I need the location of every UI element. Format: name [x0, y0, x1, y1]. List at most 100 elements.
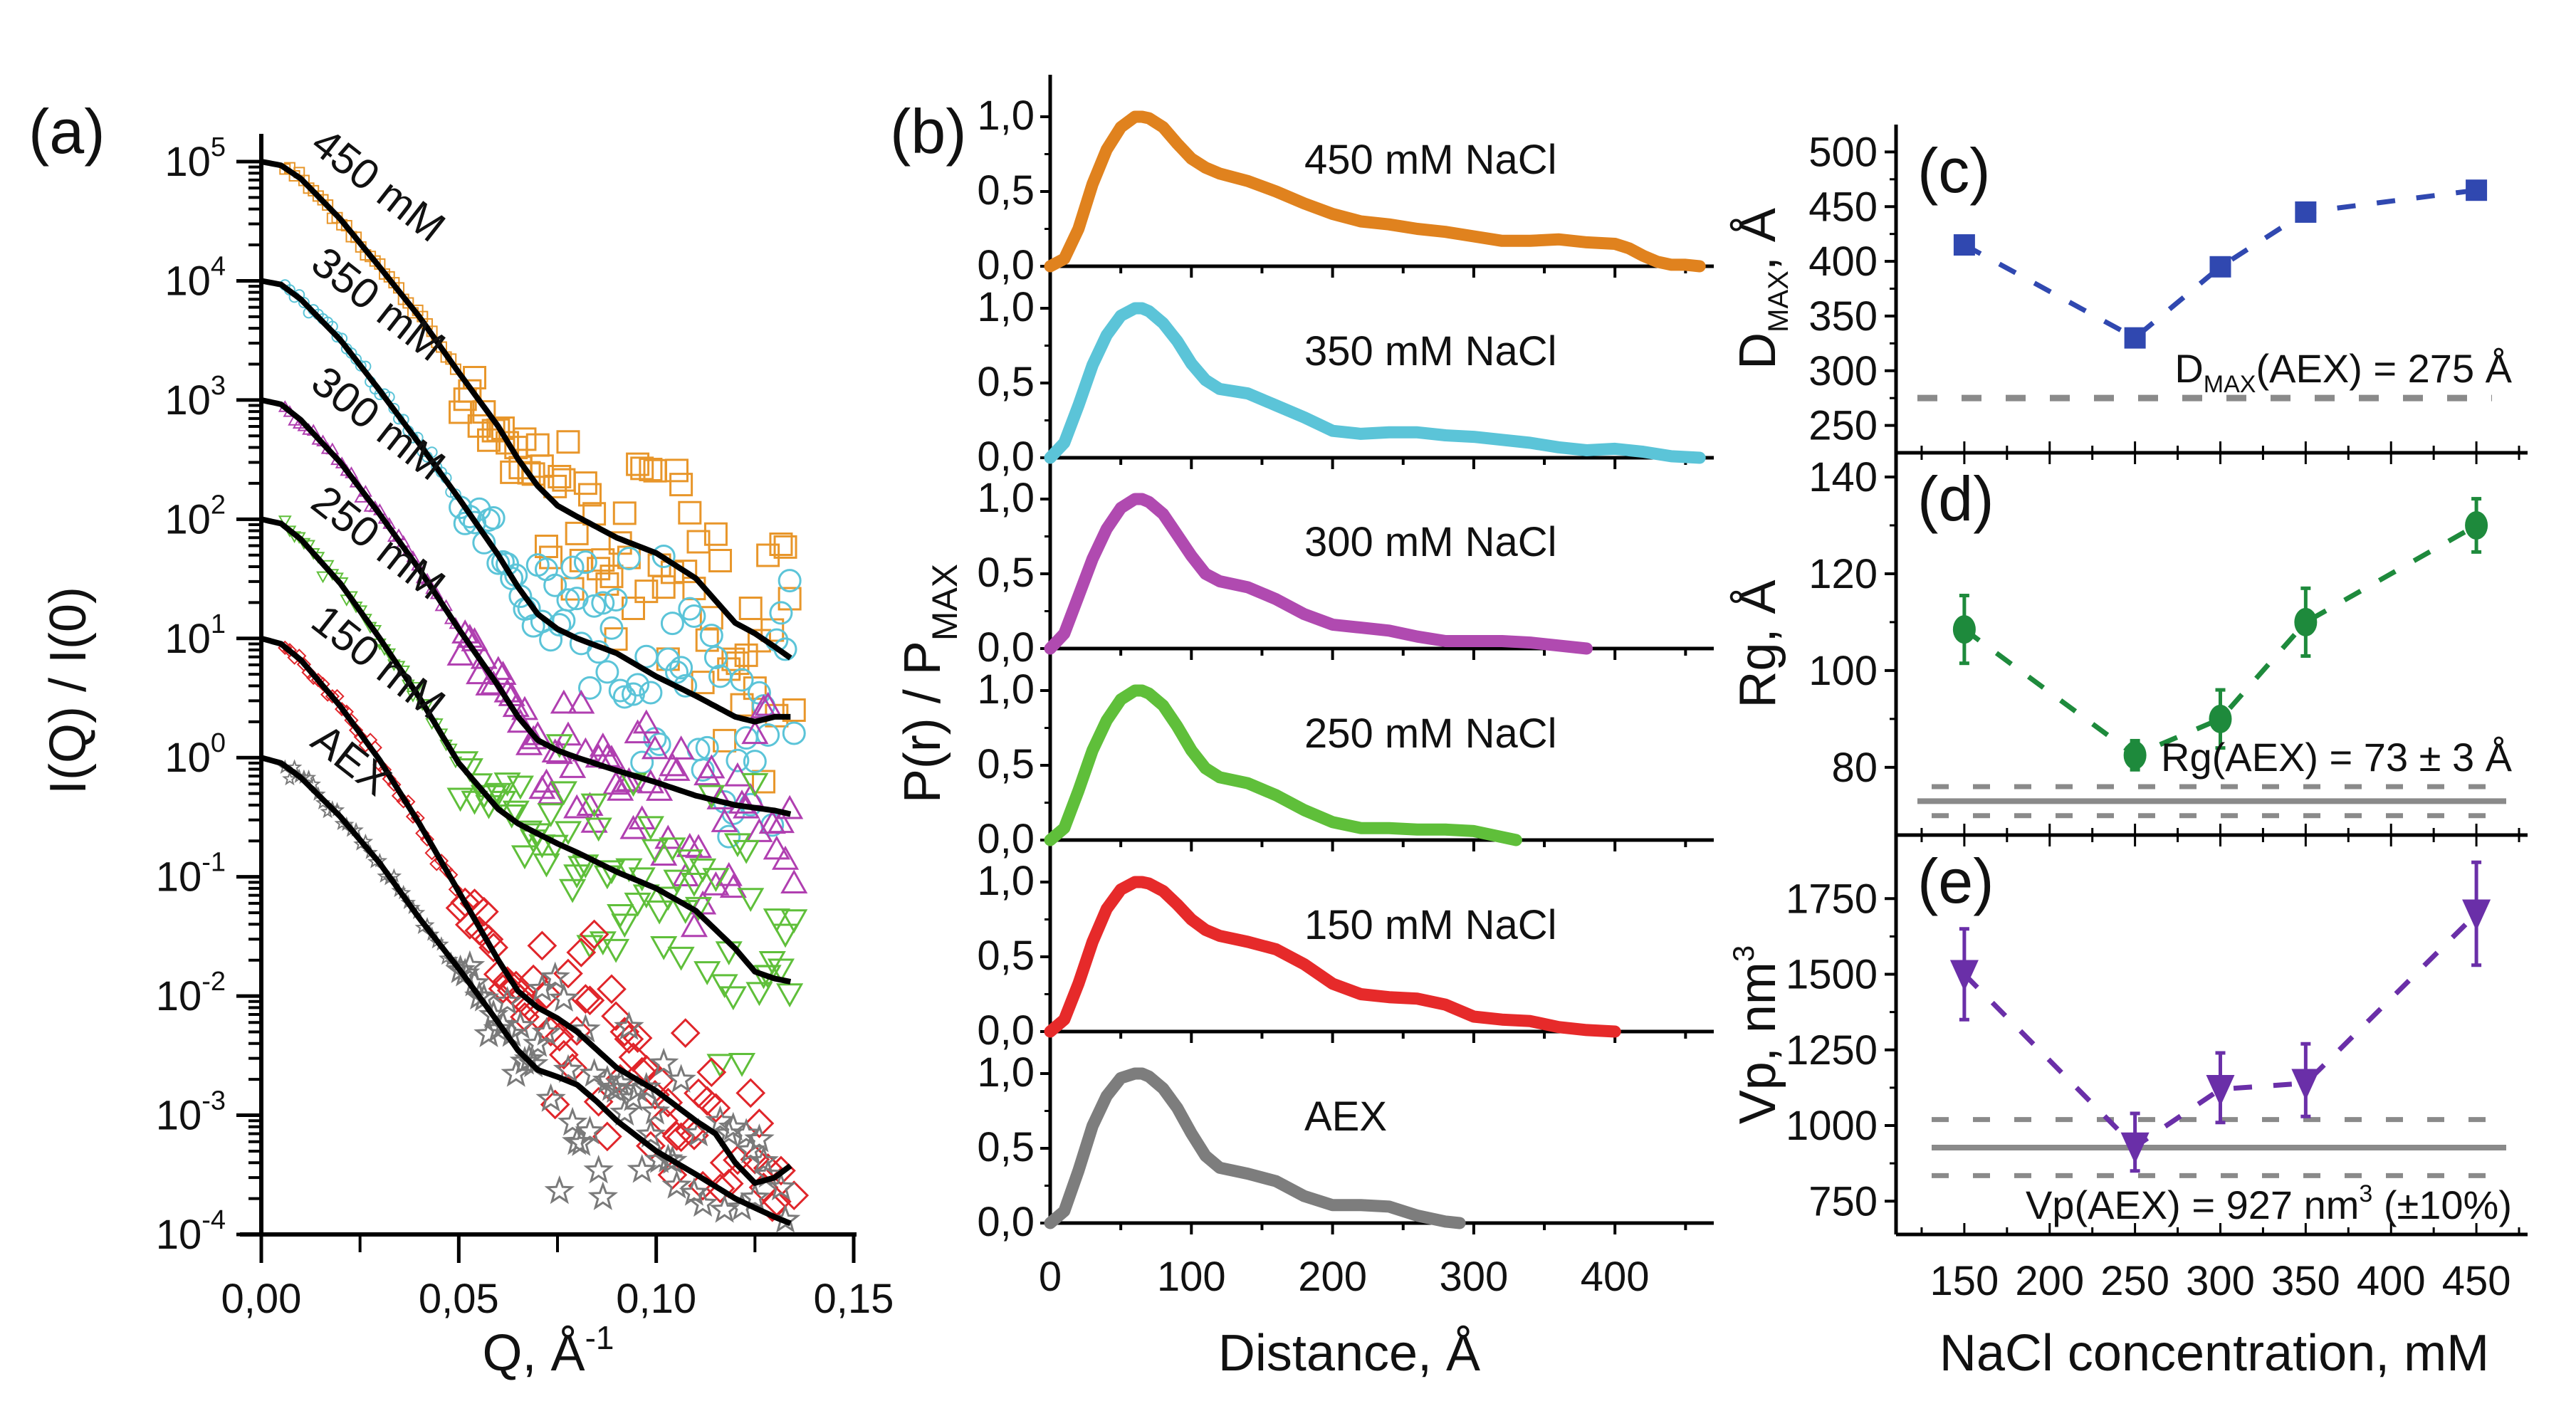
data-point	[575, 1116, 605, 1145]
data-point	[765, 1171, 797, 1201]
panel-a-saxs-curves: (a) 10510410310210110010-110-210-310-40,…	[28, 96, 894, 1382]
data-point	[596, 1072, 627, 1101]
data-point	[535, 1017, 566, 1047]
data-point	[316, 571, 330, 584]
data-point	[602, 938, 630, 963]
data-point	[601, 1001, 631, 1032]
data-point	[419, 832, 435, 847]
data-point	[769, 532, 793, 556]
data-point	[609, 1096, 640, 1126]
data-point	[661, 1170, 692, 1199]
data-point	[752, 770, 776, 794]
data-point	[573, 550, 597, 575]
data-point	[614, 1024, 644, 1054]
data-point	[534, 557, 558, 582]
data-point	[676, 849, 703, 874]
data-point	[663, 869, 691, 894]
data-point	[641, 735, 669, 760]
data-point	[678, 500, 702, 525]
y-tick-label: 100	[1808, 648, 1878, 694]
ytick-base: 10	[156, 1093, 202, 1139]
data-point	[1952, 615, 1976, 644]
data-point	[525, 553, 550, 577]
data-point	[575, 985, 605, 1016]
panel-a-fit-curves	[260, 159, 792, 1227]
data-point	[744, 1108, 775, 1138]
data-point	[587, 1181, 619, 1210]
data-point	[2124, 327, 2146, 349]
data-point	[728, 1052, 756, 1077]
panel-b-ytick-label: 0,0	[977, 816, 1035, 862]
data-point	[705, 1105, 735, 1134]
data-point	[426, 325, 438, 337]
data-point	[696, 1057, 727, 1088]
data-point	[481, 506, 506, 530]
data-point	[669, 656, 693, 680]
data-point	[698, 754, 726, 779]
data-point	[449, 495, 473, 520]
data-point	[763, 908, 790, 933]
panel-a-ylabel: I(Q) / I(0)	[40, 587, 97, 794]
data-point	[630, 456, 654, 481]
panel-b-axes: 0,00,51,00,00,51,00,00,51,00,00,51,00,00…	[977, 75, 1714, 1300]
panel-d-rg: 80 100 120 140 (d) Rg(AEX) = 73 ± 3 Å Rg, Å	[1729, 453, 2528, 846]
data-point	[576, 792, 604, 817]
data-point	[468, 896, 499, 927]
data-point	[2206, 1075, 2235, 1106]
data-point	[693, 961, 721, 985]
panel-a-ytick-label: 100	[164, 728, 226, 781]
data-point	[533, 853, 560, 878]
pr-curve-150-mm-nacl	[1044, 876, 1621, 1038]
y-tick-label: 120	[1808, 551, 1878, 597]
data-point	[631, 1071, 662, 1101]
data-point	[632, 709, 660, 734]
data-point	[703, 645, 728, 669]
curve-label: 450 mM	[303, 118, 454, 251]
data-point	[641, 839, 669, 864]
data-point	[777, 569, 802, 593]
data-point	[723, 833, 751, 858]
data-point	[679, 1120, 709, 1150]
data-point	[730, 668, 754, 692]
data-point	[780, 869, 808, 894]
data-point	[754, 691, 782, 716]
panel-b-ytick-label: 0,0	[977, 1007, 1035, 1054]
y-tick-label: 1250	[1786, 1027, 1878, 1074]
panel-a-ytick-label: 105	[164, 132, 226, 185]
data-point	[517, 597, 541, 620]
data-point	[2295, 201, 2317, 223]
panel-b-ytick-label: 1,0	[977, 284, 1035, 330]
annot-sub: MAX	[2204, 371, 2256, 398]
data-point	[691, 758, 715, 782]
data-point	[615, 858, 643, 883]
data-point	[589, 732, 617, 757]
data-point	[511, 845, 539, 870]
data-point	[511, 696, 539, 720]
data-point	[701, 1093, 731, 1123]
data-point	[556, 588, 580, 612]
ytick-exp: -2	[201, 967, 226, 997]
data-point	[553, 1054, 584, 1083]
data-point	[611, 913, 639, 938]
panel-b-ylabel: P(r) / PMAX	[894, 564, 965, 803]
data-point	[377, 762, 392, 777]
fit-curve	[261, 159, 792, 661]
data-point	[747, 629, 771, 653]
panel-b-xtick-label: 300	[1440, 1254, 1509, 1300]
data-point	[544, 1022, 575, 1052]
data-point	[534, 535, 558, 559]
data-point	[734, 643, 758, 667]
data-point	[589, 931, 617, 956]
data-point	[2462, 899, 2491, 931]
data-point	[779, 1180, 810, 1211]
panel-a-ytick-label: 10-2	[156, 967, 226, 1019]
y-tick-label: 140	[1808, 454, 1878, 500]
data-point	[454, 950, 486, 980]
ylabel-main: Rg, Å	[1729, 579, 1786, 708]
data-point	[592, 1121, 622, 1152]
data-point	[624, 892, 651, 917]
y-tick-label: 250	[1808, 403, 1878, 449]
panel-label-e: (e)	[1917, 846, 1994, 916]
annot-text: (AEX) = 275 Å	[2256, 346, 2512, 391]
